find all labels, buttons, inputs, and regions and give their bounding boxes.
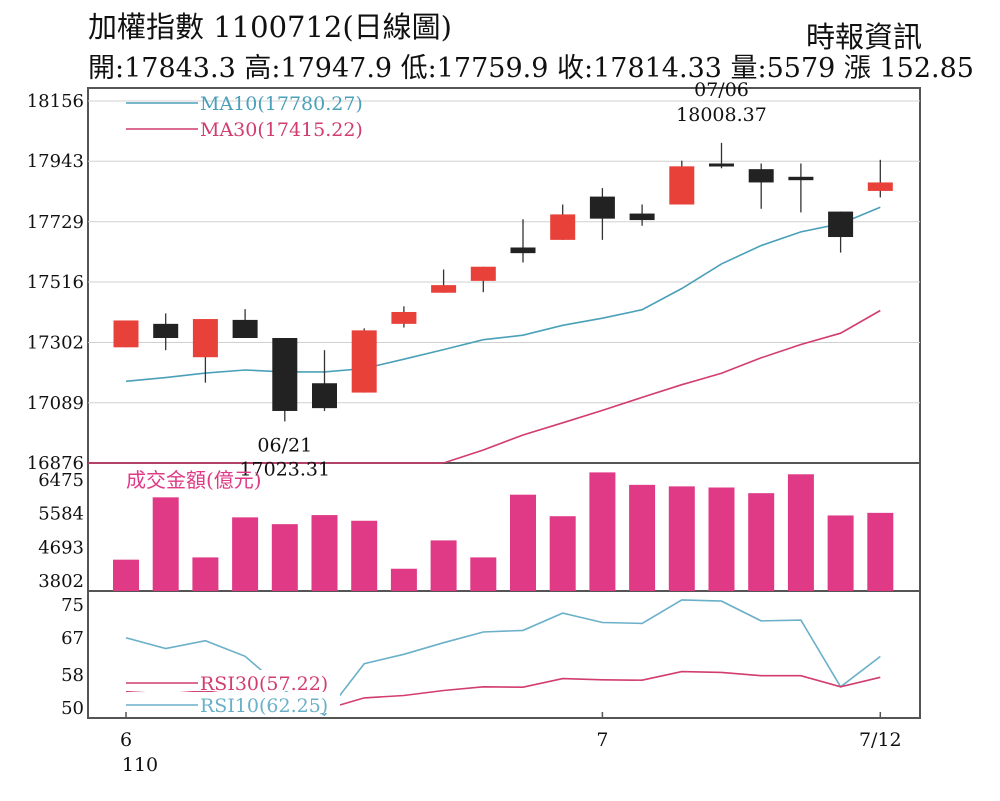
- volume-bar: [390, 568, 417, 591]
- high-annotation-date: 07/06: [694, 79, 749, 101]
- candle: [748, 163, 774, 209]
- volume-bar: [351, 520, 378, 591]
- candle-body: [192, 319, 218, 358]
- daily-stats: 開:17843.3 高:17947.9 低:17759.9 收:17814.33…: [88, 53, 974, 84]
- volume-bar: [113, 559, 139, 591]
- source-label: 時報資訊: [805, 20, 922, 54]
- candle: [470, 266, 496, 293]
- candle-body: [470, 266, 496, 281]
- ma10-legend-label: MA10(17780.27): [200, 93, 363, 115]
- volume-bar: [430, 540, 457, 591]
- candle: [510, 219, 536, 263]
- volume-bar: [549, 516, 576, 591]
- candle-body: [351, 330, 377, 393]
- volume-tick-label: 3802: [38, 571, 84, 592]
- candle: [550, 204, 576, 240]
- chart-title: 加權指數 1100712(日線圖): [88, 10, 453, 44]
- volume-bar: [867, 512, 894, 591]
- ma10-line: [125, 206, 881, 383]
- rsi30-legend-bg: [120, 670, 340, 691]
- candle-body: [669, 166, 695, 205]
- candle: [431, 269, 457, 293]
- candle-body: [510, 247, 536, 254]
- candle: [153, 313, 179, 351]
- candle-body: [589, 196, 615, 219]
- rsi-tick-label: 50: [61, 698, 84, 719]
- volume-bar: [470, 557, 497, 591]
- candle: [312, 350, 337, 411]
- candle-body: [113, 320, 139, 348]
- candle: [828, 211, 854, 253]
- volume-bar: [629, 484, 656, 591]
- candle-body: [431, 285, 457, 293]
- low-annotation-value: 17023.31: [239, 458, 330, 480]
- x-tick-label: 7: [596, 729, 608, 751]
- volume-label: 成交金額(億元): [126, 468, 262, 492]
- volume-bar: [152, 497, 179, 591]
- volume-bar: [787, 474, 814, 591]
- volume-tick-label: 6475: [38, 470, 84, 491]
- price-tick-label: 16876: [27, 453, 84, 474]
- volume-tick-label: 4693: [38, 537, 84, 558]
- candle: [867, 159, 893, 198]
- rsi-tick-label: 58: [61, 665, 84, 686]
- high-annotation-value: 18008.37: [676, 104, 767, 126]
- candle: [788, 163, 814, 213]
- candle: [272, 337, 298, 422]
- ma30-legend-label: MA30(17415.22): [200, 119, 363, 141]
- volume-bar: [192, 557, 219, 591]
- candle-body: [709, 163, 734, 167]
- candle-body: [550, 214, 576, 240]
- price-tick-label: 18156: [27, 91, 84, 112]
- rsi-tick-label: 75: [61, 595, 84, 616]
- volume-tick-label: 5584: [38, 504, 84, 525]
- ma30-line: [443, 309, 881, 463]
- candle-body: [312, 383, 337, 409]
- x-tick-label: 7/12: [859, 729, 902, 751]
- price-tick-label: 17089: [27, 393, 84, 414]
- rsi30-legend-label: RSI30(57.22): [200, 673, 328, 695]
- candle-body: [867, 182, 893, 191]
- volume-bar: [668, 486, 695, 591]
- x-tick-label: 6: [120, 729, 132, 751]
- candle-body: [391, 311, 417, 324]
- candle: [113, 320, 139, 348]
- rsi10-line: [125, 599, 881, 717]
- candle-body: [232, 319, 258, 338]
- price-tick-label: 17302: [27, 333, 84, 354]
- candle-body: [788, 176, 814, 181]
- candle: [589, 188, 615, 240]
- rsi10-legend-bg: [120, 692, 340, 713]
- rsi-tick-label: 67: [61, 628, 84, 649]
- volume-bar: [827, 515, 854, 591]
- x-tick-sublabel: 110: [122, 754, 158, 776]
- candle-body: [828, 211, 854, 238]
- candle: [669, 160, 695, 205]
- volume-bar: [271, 524, 298, 591]
- candle: [232, 309, 258, 338]
- candle-body: [629, 213, 655, 221]
- low-annotation-date: 06/21: [257, 434, 312, 456]
- volume-bar: [311, 515, 338, 591]
- candle: [629, 204, 655, 226]
- candle: [709, 142, 734, 169]
- volume-bar: [232, 517, 259, 591]
- volume-bar: [748, 493, 775, 591]
- price-tick-label: 17516: [27, 272, 84, 293]
- price-tick-label: 17943: [27, 151, 84, 172]
- candle-body: [748, 169, 774, 183]
- candle: [351, 328, 377, 393]
- price-tick-label: 17729: [27, 212, 84, 233]
- candle-body: [272, 337, 298, 411]
- candle-body: [153, 323, 179, 338]
- candle: [192, 319, 218, 383]
- volume-bar: [708, 487, 735, 591]
- volume-bar: [510, 494, 536, 591]
- volume-bar: [589, 472, 616, 591]
- rsi10-legend-label: RSI10(62.25): [200, 695, 328, 717]
- candle: [391, 306, 417, 328]
